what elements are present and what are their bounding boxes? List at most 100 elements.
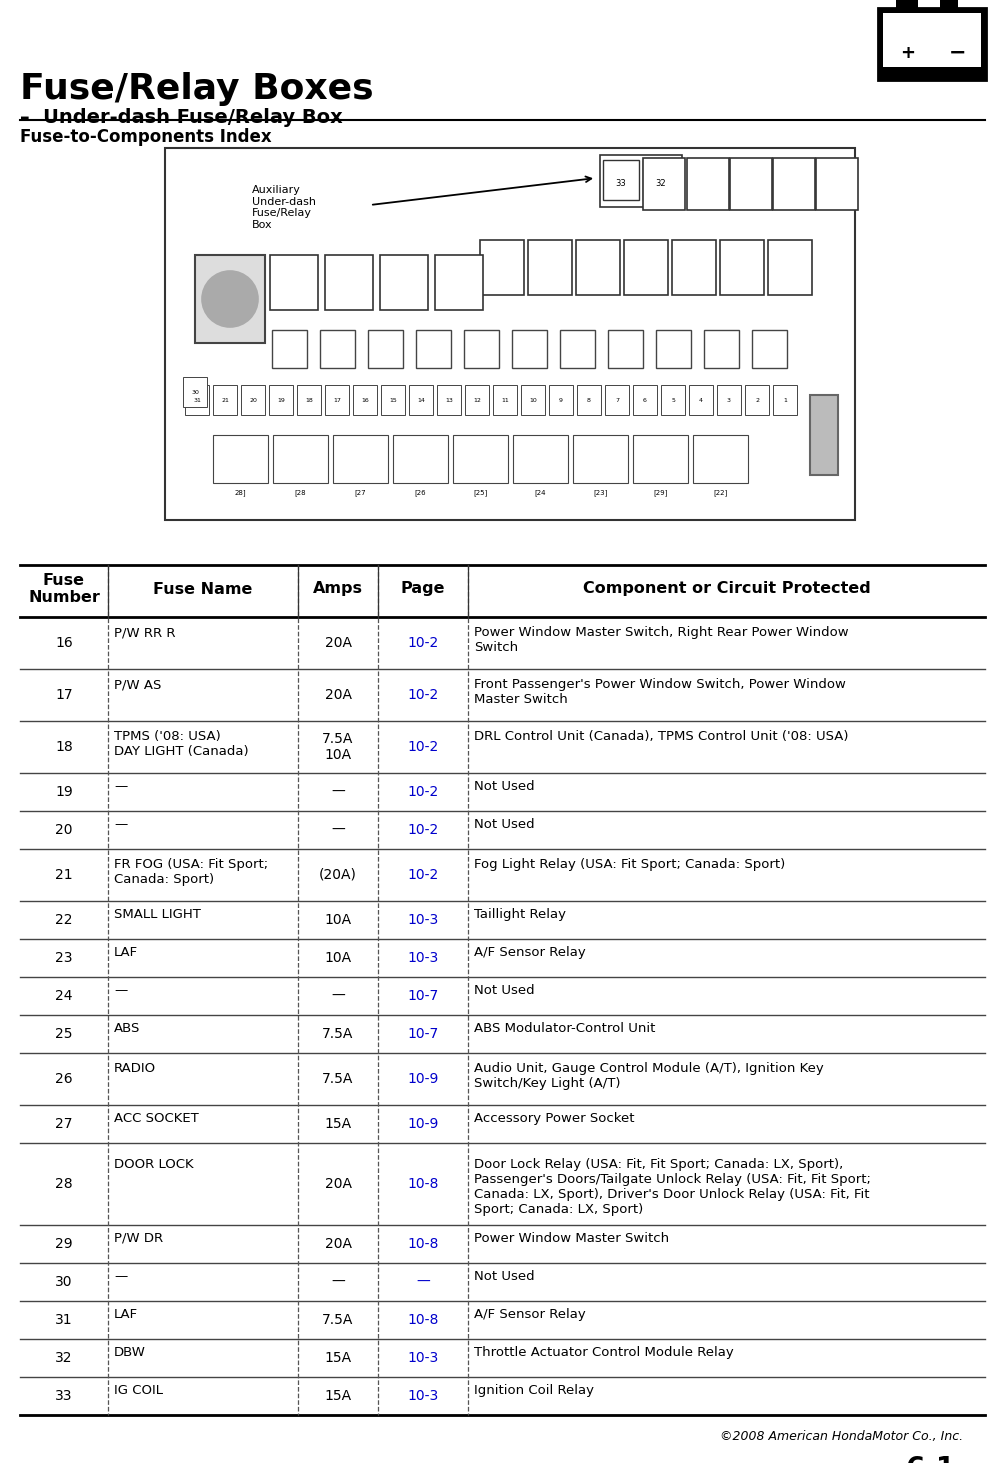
Bar (381, 385, 405, 415)
Bar (325, 255, 373, 310)
Bar (183, 377, 207, 407)
Bar (521, 385, 545, 415)
Text: 15A: 15A (324, 1116, 352, 1131)
Bar (768, 240, 812, 296)
Bar (213, 385, 237, 415)
Text: 21: 21 (55, 868, 73, 882)
Text: 24: 24 (55, 989, 73, 1004)
Bar (549, 385, 573, 415)
Text: 26: 26 (55, 1072, 73, 1086)
Text: 32: 32 (656, 178, 666, 187)
Text: 9: 9 (559, 398, 563, 402)
Text: LAF: LAF (114, 947, 138, 958)
Text: 7.5A: 7.5A (322, 1312, 354, 1327)
Bar (437, 385, 461, 415)
Text: Power Window Master Switch: Power Window Master Switch (474, 1232, 669, 1245)
Bar (940, 0, 958, 10)
Bar (883, 13, 981, 67)
Bar (720, 240, 764, 296)
Bar (513, 435, 568, 483)
Text: ACC SOCKET: ACC SOCKET (114, 1112, 199, 1125)
Bar (693, 435, 748, 483)
Text: 30: 30 (191, 389, 199, 395)
Bar (297, 385, 321, 415)
Bar (409, 385, 433, 415)
Bar (773, 385, 797, 415)
Text: 20A: 20A (324, 1178, 352, 1191)
Text: 10-2: 10-2 (407, 868, 439, 882)
Bar (480, 240, 524, 296)
Text: 10-7: 10-7 (407, 1027, 439, 1042)
Text: 10-2: 10-2 (407, 824, 439, 837)
Bar (270, 255, 318, 310)
Text: RADIO: RADIO (114, 1062, 156, 1075)
Text: 6: 6 (643, 398, 647, 402)
Bar (878, 7, 986, 80)
Bar (453, 435, 508, 483)
Text: 20: 20 (55, 824, 73, 837)
Text: Audio Unit, Gauge Control Module (A/T), Ignition Key
Switch/Key Light (A/T): Audio Unit, Gauge Control Module (A/T), … (474, 1062, 824, 1090)
Text: IG COIL: IG COIL (114, 1384, 163, 1397)
Text: 10A: 10A (324, 913, 352, 928)
Text: Fuse-to-Components Index: Fuse-to-Components Index (20, 127, 272, 146)
Text: 10-9: 10-9 (407, 1072, 439, 1086)
Text: 15: 15 (389, 398, 397, 402)
Text: 7.5A: 7.5A (322, 1072, 354, 1086)
Text: 33: 33 (55, 1388, 73, 1403)
Text: A/F Sensor Relay: A/F Sensor Relay (474, 1308, 586, 1321)
Circle shape (202, 271, 258, 328)
Bar (624, 240, 668, 296)
Text: Auxiliary
Under-dash
Fuse/Relay
Box: Auxiliary Under-dash Fuse/Relay Box (252, 184, 316, 230)
Text: LAF: LAF (114, 1308, 138, 1321)
Bar (573, 435, 628, 483)
Text: 6-1: 6-1 (905, 1456, 955, 1463)
Bar (435, 255, 483, 310)
Text: 16: 16 (55, 636, 73, 650)
Text: 10-3: 10-3 (407, 951, 439, 966)
Bar (896, 0, 918, 10)
Text: 15A: 15A (324, 1350, 352, 1365)
Bar (643, 158, 685, 211)
Text: 10-8: 10-8 (407, 1312, 439, 1327)
Bar (689, 385, 713, 415)
Text: 23: 23 (55, 951, 73, 966)
Text: 1: 1 (783, 398, 787, 402)
Bar (272, 331, 307, 369)
Text: —: — (331, 1274, 345, 1289)
Bar (816, 158, 858, 211)
Text: [23]: [23] (593, 489, 608, 496)
Text: —: — (114, 818, 127, 831)
Text: A/F Sensor Relay: A/F Sensor Relay (474, 947, 586, 958)
Bar (241, 385, 265, 415)
Bar (752, 331, 787, 369)
Text: 5: 5 (671, 398, 675, 402)
Bar (745, 385, 769, 415)
Bar (493, 385, 517, 415)
Text: —: — (416, 1274, 430, 1289)
Text: Amps: Amps (313, 581, 363, 597)
Text: 10-2: 10-2 (407, 740, 439, 753)
Bar (353, 385, 377, 415)
Text: 10-3: 10-3 (407, 913, 439, 928)
Bar (717, 385, 741, 415)
Bar (687, 158, 729, 211)
Text: DOOR LOCK: DOOR LOCK (114, 1157, 194, 1170)
Text: P/W RR R: P/W RR R (114, 626, 176, 639)
Text: 20A: 20A (324, 1238, 352, 1251)
Bar (465, 385, 489, 415)
Text: —: — (331, 989, 345, 1004)
Bar (576, 240, 620, 296)
Text: 20: 20 (249, 398, 257, 402)
Bar (661, 385, 685, 415)
Text: 18: 18 (305, 398, 313, 402)
Text: −: − (949, 42, 967, 63)
Bar (528, 240, 572, 296)
Bar (600, 155, 682, 206)
Text: Not Used: Not Used (474, 1270, 535, 1283)
Text: [28: [28 (295, 489, 306, 496)
Text: 7.5A
10A: 7.5A 10A (322, 732, 354, 762)
Text: 4: 4 (699, 398, 703, 402)
Bar (273, 435, 328, 483)
Bar (213, 435, 268, 483)
Bar (704, 331, 739, 369)
